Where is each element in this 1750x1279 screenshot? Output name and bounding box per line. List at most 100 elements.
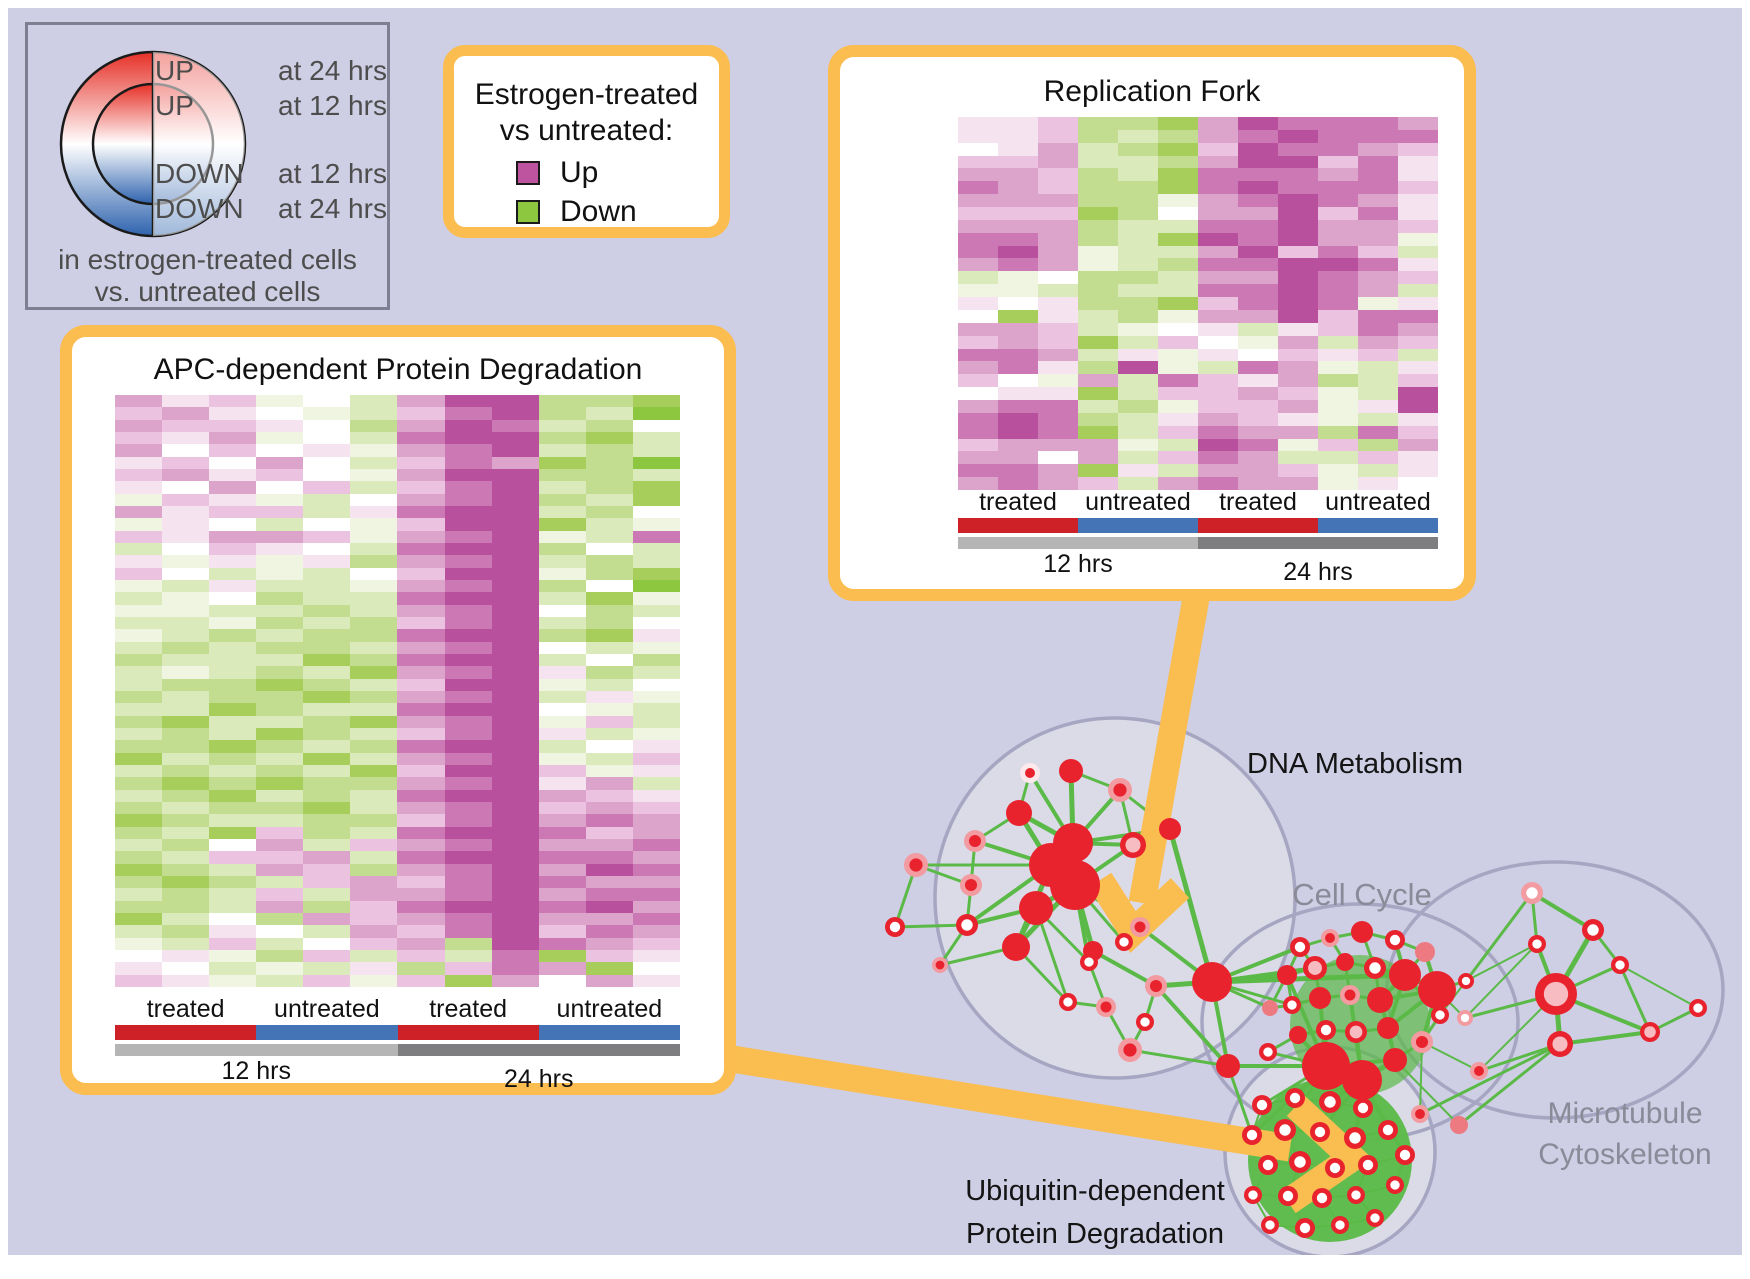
heatmap-cell [209,555,257,568]
heatmap-cell [350,912,398,926]
heatmap-cell [632,530,680,543]
heatmap-cell [1118,297,1158,310]
apc-untreated-bar-24 [538,1025,680,1040]
down-color-swatch [516,200,540,224]
heatmap-cell [256,481,304,494]
heatmap-cell [998,399,1038,413]
heatmap-cell [491,703,539,716]
heatmap-cell [538,456,586,469]
heatmap-cell [1158,207,1198,220]
heatmap-cell [209,456,257,469]
heatmap-cell [1118,284,1158,298]
gene-node-core [1100,1001,1112,1013]
heatmap-cell [444,604,492,617]
heatmap-cell [1198,271,1238,285]
heatmap-cell [1398,451,1438,465]
heatmap-cell [115,431,163,445]
heatmap-cell [209,407,257,420]
heatmap-cell [1278,181,1318,195]
heatmap-cell [444,875,492,889]
heatmap-cell [256,666,304,679]
heatmap-cell [350,715,398,728]
network-edge [1419,1041,1423,1115]
heatmap-cell [256,444,304,457]
heatmap-cell [538,764,586,778]
heatmap-cell [632,444,680,457]
heatmap-cell [538,567,586,580]
gene-node-core [964,878,978,892]
heatmap-cell [585,764,633,778]
heatmap-cell [256,678,304,691]
heatmap-cell [162,690,210,704]
heatmap-cell [998,194,1038,208]
heatmap-cell [1078,451,1118,465]
heatmap-cell [162,431,210,445]
gene-node-core [1256,1099,1268,1111]
network-edge [1478,1042,1561,1073]
gene-node-core [1316,1192,1328,1204]
heatmap-cell [998,232,1038,246]
heatmap-cell [538,789,586,802]
heatmap-cell [1078,425,1118,439]
heatmap-cell [958,425,998,439]
ring-legend-time-2: at 12 hrs [278,90,387,121]
heatmap-cell [998,464,1038,478]
gene-node-core [968,834,982,848]
highlight-arrow-shaft [723,1044,1293,1162]
heatmap-cell [1238,438,1278,452]
ring-legend-time-1: at 24 hrs [278,55,387,86]
gene-node-core [1308,961,1322,975]
heatmap-cell [538,703,586,716]
heatmap-cell [350,888,398,901]
gene-node-core [1460,1013,1470,1023]
gene-node [1389,959,1421,991]
heatmap-cell [209,703,257,716]
heatmap-cell [350,764,398,778]
heatmap-cell [350,690,398,704]
heatmap-cell [1238,117,1278,130]
heatmap-cell [1118,155,1158,169]
gene-node-core [1299,1222,1311,1234]
heatmap-cell [958,322,998,336]
heatmap-cell [998,129,1038,143]
heatmap-cell [444,740,492,753]
heatmap-cell [1038,425,1078,439]
heatmap-cell [998,271,1038,285]
cluster-label-cell-cycle: Cell Cycle [1292,877,1432,912]
heatmap-cell [397,666,445,679]
apc-12hr-label: 12 hrs [221,1057,291,1085]
heatmap-cell [491,419,539,432]
heatmap-cell [1398,477,1438,490]
heatmap-cell [538,505,586,519]
gene-node-core [1263,1047,1273,1057]
heatmap-cell [1158,387,1198,400]
heatmap-cell [1198,168,1238,182]
heatmap-cell [585,505,633,519]
heatmap-cell [632,518,680,531]
heatmap-cell [1398,258,1438,272]
heatmap-cell [256,949,304,963]
heatmap-cell [1158,181,1198,195]
heatmap-cell [1078,284,1118,298]
heatmap-cell [1398,438,1438,452]
heatmap-cell [1238,258,1278,272]
heatmap-cell [256,814,304,827]
heatmap-cell [585,629,633,642]
heatmap-cell [1078,322,1118,336]
heatmap-cell [632,468,680,482]
heatmap-cell [397,518,445,531]
heatmap-cell [1078,129,1118,143]
heatmap-cell [444,801,492,815]
heatmap-cell [303,789,351,802]
heatmap-cell [444,395,492,408]
cluster-label-ubiquitin-degradation: Ubiquitin-dependent Protein Degradation [945,1170,1245,1255]
heatmap-cell [585,604,633,617]
heatmap-cell [1198,335,1238,349]
gene-node-core [889,921,901,933]
heatmap-cell [1398,322,1438,336]
heatmap-cell [303,530,351,543]
heatmap-cell [303,727,351,741]
heatmap-cell [1118,271,1158,285]
heatmap-cell [350,814,398,827]
heatmap-cell [632,703,680,716]
